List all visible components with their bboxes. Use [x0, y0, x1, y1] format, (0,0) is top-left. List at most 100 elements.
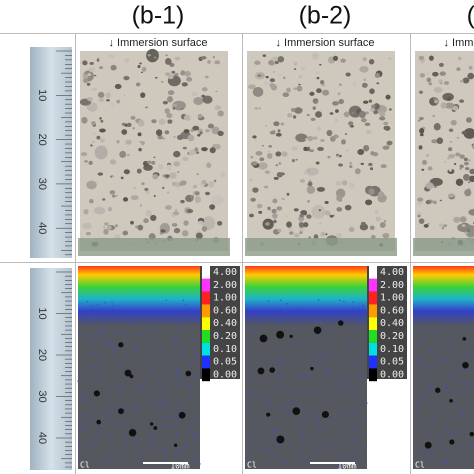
aggregate	[216, 220, 223, 226]
cl-dot	[450, 375, 452, 378]
cl-dot	[417, 363, 419, 366]
aggregate	[194, 196, 202, 203]
aggregate	[205, 128, 210, 133]
cl-dot	[112, 312, 115, 314]
aggregate	[257, 74, 261, 77]
cl-dot	[346, 361, 349, 363]
cl-dot	[98, 457, 101, 460]
aggregate	[140, 71, 143, 74]
aggregate	[310, 117, 316, 121]
aggregate	[306, 214, 312, 219]
cl-dot	[288, 344, 290, 347]
aggregate	[459, 216, 467, 223]
aggregate	[109, 54, 116, 59]
cl-dot	[168, 417, 170, 420]
cl-dot	[330, 354, 332, 357]
aggregate	[252, 187, 259, 193]
cl-dot	[280, 299, 282, 301]
ruler-label: 30	[36, 178, 48, 190]
cl-dot	[422, 335, 424, 338]
aggregate	[433, 87, 443, 93]
aggregate	[368, 99, 373, 103]
aggregate	[97, 91, 105, 98]
cl-dot	[196, 351, 198, 354]
cl-dot	[459, 367, 462, 370]
cl-dot	[81, 317, 83, 319]
aggregate	[270, 84, 278, 91]
cl-dot	[281, 391, 284, 393]
aggregate	[339, 83, 342, 86]
aggregate	[99, 117, 102, 120]
aggregate	[167, 191, 170, 194]
aggregate	[110, 102, 115, 107]
cl-dot	[117, 406, 120, 409]
aggregate	[268, 144, 272, 148]
colorbar-label: 0.00	[380, 369, 404, 380]
cl-dot	[186, 433, 189, 436]
cl-dot	[318, 436, 320, 439]
aggregate	[343, 111, 350, 118]
aggregate	[186, 77, 193, 82]
colorbar-swatch	[369, 317, 377, 330]
aggregate	[431, 139, 438, 144]
aggregate	[83, 209, 89, 215]
cl-dot	[336, 464, 338, 466]
void	[269, 367, 276, 373]
cl-dot	[117, 426, 119, 428]
cl-dot	[122, 361, 125, 363]
aggregate	[164, 174, 170, 178]
aggregate	[464, 231, 469, 235]
cl-dot	[349, 413, 351, 416]
aggregate	[376, 82, 380, 85]
aggregate	[447, 96, 452, 101]
aggregate	[146, 48, 159, 63]
aggregate	[359, 223, 369, 231]
aggregate	[453, 162, 457, 166]
aggregate	[296, 85, 303, 92]
aggregate	[217, 110, 224, 117]
cl-dot	[352, 438, 355, 441]
cl-dot	[126, 435, 128, 438]
cl-dot	[351, 332, 354, 334]
cl-dot	[325, 372, 327, 374]
aggregate	[344, 204, 352, 211]
colorbar-label: 0.05	[213, 357, 237, 368]
aggregate	[421, 160, 428, 165]
aggregate	[335, 109, 339, 113]
aggregate	[153, 156, 156, 159]
aggregate	[164, 108, 170, 114]
cl-dot	[270, 404, 273, 407]
cl-dot	[460, 390, 462, 393]
cl-dot	[197, 354, 199, 356]
aggregate	[307, 135, 314, 142]
cl-dot	[320, 430, 322, 432]
aggregate	[252, 135, 257, 139]
cl-dot	[84, 414, 87, 417]
aggregate	[124, 58, 130, 63]
cl-dot	[469, 411, 471, 414]
aggregate	[369, 167, 374, 171]
aggregate	[450, 108, 453, 111]
aggregate	[352, 82, 357, 87]
ruler: 10 20 30 40	[30, 47, 72, 258]
cl-dot	[175, 415, 178, 418]
aggregate	[171, 70, 176, 74]
cl-dot	[470, 444, 472, 447]
cl-dot	[259, 396, 262, 399]
cl-dot	[108, 388, 110, 390]
aggregate	[87, 73, 91, 76]
aggregate	[206, 162, 212, 168]
aggregate	[295, 158, 298, 161]
aggregate	[462, 77, 470, 84]
cl-dot	[465, 384, 467, 386]
cl-dot	[137, 402, 140, 405]
aggregate	[379, 222, 386, 228]
cl-dot	[342, 460, 345, 463]
aggregate	[103, 228, 109, 235]
cl-dot	[178, 402, 180, 404]
cl-dot	[246, 392, 248, 394]
aggregate	[419, 128, 425, 134]
cl-dot	[299, 461, 301, 464]
aggregate	[315, 71, 319, 75]
